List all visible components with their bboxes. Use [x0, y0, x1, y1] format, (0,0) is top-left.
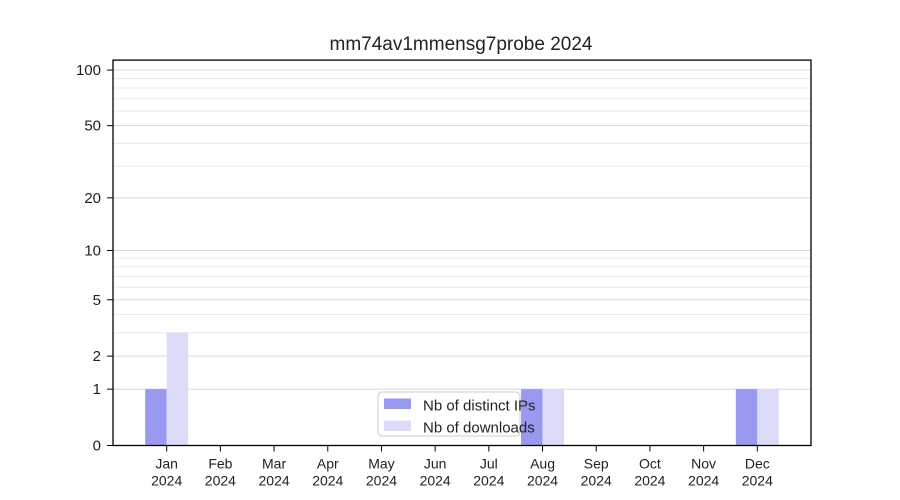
svg-text:0: 0	[93, 438, 101, 455]
svg-text:2024: 2024	[420, 473, 451, 489]
svg-text:2024: 2024	[312, 473, 343, 489]
svg-text:20: 20	[84, 190, 101, 207]
svg-text:2: 2	[93, 348, 101, 365]
svg-text:2024: 2024	[473, 473, 504, 489]
svg-text:Feb: Feb	[208, 456, 232, 472]
svg-text:2024: 2024	[581, 473, 612, 489]
svg-text:May: May	[368, 456, 394, 472]
svg-text:10: 10	[84, 242, 101, 259]
svg-text:100: 100	[76, 62, 101, 79]
svg-text:Jul: Jul	[480, 456, 498, 472]
svg-text:2024: 2024	[688, 473, 719, 489]
svg-text:2024: 2024	[742, 473, 773, 489]
svg-text:Mar: Mar	[262, 456, 286, 472]
svg-text:Oct: Oct	[639, 456, 661, 472]
svg-text:Aug: Aug	[530, 456, 555, 472]
svg-text:5: 5	[93, 292, 101, 309]
svg-text:2024: 2024	[205, 473, 236, 489]
svg-text:2024: 2024	[634, 473, 665, 489]
svg-text:Jun: Jun	[424, 456, 447, 472]
svg-text:mm74av1mmensg7probe 2024: mm74av1mmensg7probe 2024	[330, 34, 593, 55]
svg-text:Dec: Dec	[745, 456, 770, 472]
svg-text:2024: 2024	[527, 473, 558, 489]
svg-text:50: 50	[84, 118, 101, 135]
svg-text:1: 1	[93, 381, 101, 398]
svg-text:Nov: Nov	[691, 456, 716, 472]
svg-text:Sep: Sep	[584, 456, 609, 472]
svg-text:Apr: Apr	[317, 456, 339, 472]
svg-text:Nb of distinct IPs: Nb of distinct IPs	[423, 398, 536, 415]
svg-text:Jan: Jan	[155, 456, 178, 472]
svg-text:Nb of downloads: Nb of downloads	[423, 420, 535, 437]
svg-text:2024: 2024	[366, 473, 397, 489]
svg-text:2024: 2024	[151, 473, 182, 489]
svg-text:2024: 2024	[259, 473, 290, 489]
